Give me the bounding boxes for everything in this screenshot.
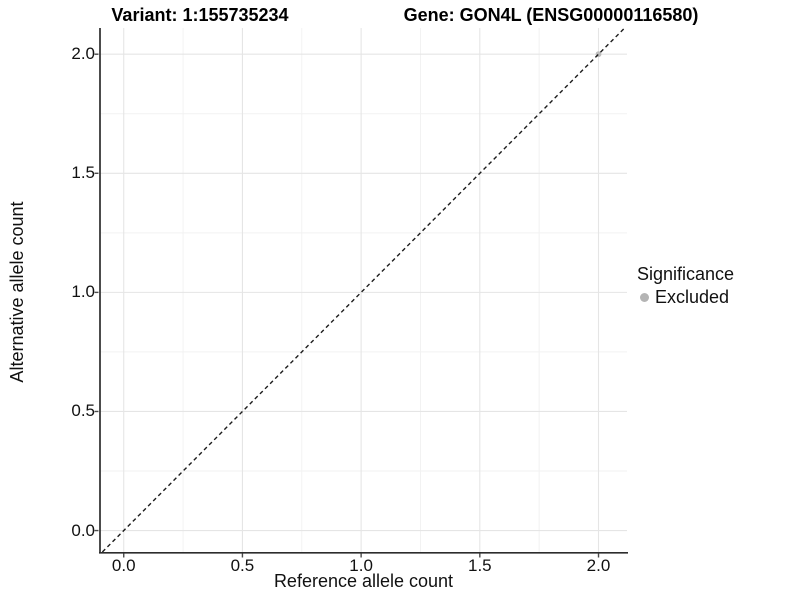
x-tick-label: 1.5 bbox=[467, 556, 492, 575]
y-tick-label: 0.0 bbox=[71, 520, 95, 540]
x-axis-title: Reference allele count bbox=[273, 571, 454, 591]
y-tick-label: 2.0 bbox=[71, 44, 95, 64]
x-tick-label: 0.0 bbox=[111, 556, 136, 575]
x-tick-label: 2.0 bbox=[586, 556, 611, 575]
excluded-point-icon bbox=[640, 292, 649, 302]
identity-reference-line bbox=[101, 27, 626, 553]
legend-title: Significance bbox=[637, 264, 735, 284]
legend-item-label: Excluded bbox=[655, 287, 730, 307]
legend-item: Excluded bbox=[637, 287, 797, 307]
y-tick-label: 0.5 bbox=[71, 401, 95, 421]
y-tick-label: 1.0 bbox=[71, 282, 95, 302]
plot-title-variant: Variant: 1:155735234 bbox=[111, 5, 289, 25]
y-axis-title: Alternative allele count bbox=[7, 201, 27, 383]
x-tick-label: 0.5 bbox=[230, 556, 255, 575]
y-tick-label: 1.5 bbox=[71, 163, 95, 183]
x-tick-label: 1.0 bbox=[349, 556, 373, 575]
legend: Significance Excluded bbox=[637, 263, 797, 307]
plot-title-gene: Gene: GON4L (ENSG00000116580) bbox=[403, 5, 699, 25]
